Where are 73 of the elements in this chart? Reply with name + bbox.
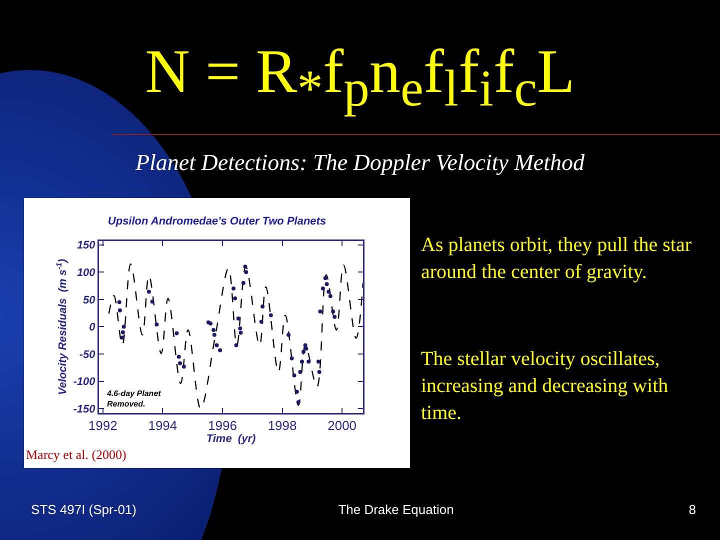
point bbox=[208, 321, 213, 326]
point bbox=[326, 290, 331, 294]
x-axis-title: Time (yr) bbox=[206, 433, 256, 446]
point bbox=[286, 332, 291, 337]
point bbox=[268, 313, 273, 318]
point bbox=[292, 373, 296, 378]
point bbox=[178, 361, 182, 366]
x-tick-label: 2000 bbox=[328, 418, 357, 434]
point bbox=[176, 354, 181, 359]
point bbox=[316, 360, 320, 364]
point bbox=[318, 309, 322, 314]
text: 8 bbox=[688, 502, 696, 517]
point bbox=[332, 314, 337, 319]
point bbox=[244, 270, 248, 274]
point bbox=[304, 346, 308, 351]
y-tick-label: 150 bbox=[76, 240, 96, 252]
x-tick-label: 1996 bbox=[208, 418, 237, 434]
point bbox=[324, 282, 329, 286]
text: The Drake Equation bbox=[337, 502, 455, 517]
text: Marcy et al. (2000) bbox=[26, 447, 128, 463]
text: Planet Detections: The Doppler Velocity Method bbox=[134, 150, 586, 176]
point bbox=[317, 370, 322, 374]
text: The stellar velocity oscillates, increasing and decreasing with time. bbox=[421, 347, 670, 426]
point bbox=[118, 308, 122, 312]
point bbox=[323, 276, 328, 280]
annotation: 4.6-day Planet Removed. bbox=[106, 389, 162, 408]
point bbox=[259, 320, 264, 324]
point bbox=[122, 324, 126, 329]
point bbox=[238, 326, 242, 330]
point bbox=[212, 332, 216, 337]
point bbox=[150, 300, 154, 304]
point bbox=[234, 343, 238, 348]
x-tick-label: 1992 bbox=[88, 418, 118, 434]
point bbox=[241, 281, 246, 286]
line-series bbox=[108, 263, 363, 410]
point bbox=[294, 390, 299, 394]
x-tick-label: 1994 bbox=[148, 418, 178, 434]
point bbox=[182, 364, 186, 369]
point bbox=[146, 290, 151, 294]
text: STS 497I (Spr-01) bbox=[31, 502, 138, 517]
point bbox=[298, 370, 302, 374]
y-tick-label: -150 bbox=[73, 403, 96, 416]
point bbox=[212, 328, 216, 332]
point bbox=[236, 316, 240, 321]
y-tick-label: 100 bbox=[76, 266, 96, 279]
point bbox=[260, 304, 265, 309]
point bbox=[296, 400, 300, 404]
point bbox=[233, 296, 238, 300]
point bbox=[306, 360, 311, 364]
point bbox=[232, 286, 236, 290]
y-tick-label: -100 bbox=[73, 376, 96, 388]
y-tick-label: 50 bbox=[83, 294, 96, 306]
point bbox=[243, 264, 248, 269]
x-tick-label: 1998 bbox=[268, 418, 297, 434]
point bbox=[174, 331, 179, 336]
point bbox=[218, 348, 222, 352]
point bbox=[238, 330, 243, 335]
point bbox=[302, 350, 306, 354]
point bbox=[328, 294, 332, 298]
point bbox=[214, 343, 219, 348]
text: As planets orbit, they pull the star around the center of gravity. bbox=[421, 233, 693, 285]
point bbox=[300, 360, 304, 364]
point bbox=[120, 336, 124, 340]
point bbox=[290, 356, 294, 360]
point bbox=[154, 322, 159, 327]
point bbox=[320, 286, 325, 290]
point bbox=[117, 300, 122, 304]
y-tick-label: -50 bbox=[79, 348, 96, 361]
text: N = R$_{*}$f$_{p}$n$_{e}$f$_{l}$f$_{i}$f$_{c}$L bbox=[145, 38, 575, 118]
chart-title: Upsilon Andromedae's Outer Two Planets bbox=[108, 216, 326, 228]
point bbox=[120, 330, 125, 334]
point bbox=[331, 309, 336, 314]
y-tick-label: 0 bbox=[89, 322, 96, 334]
